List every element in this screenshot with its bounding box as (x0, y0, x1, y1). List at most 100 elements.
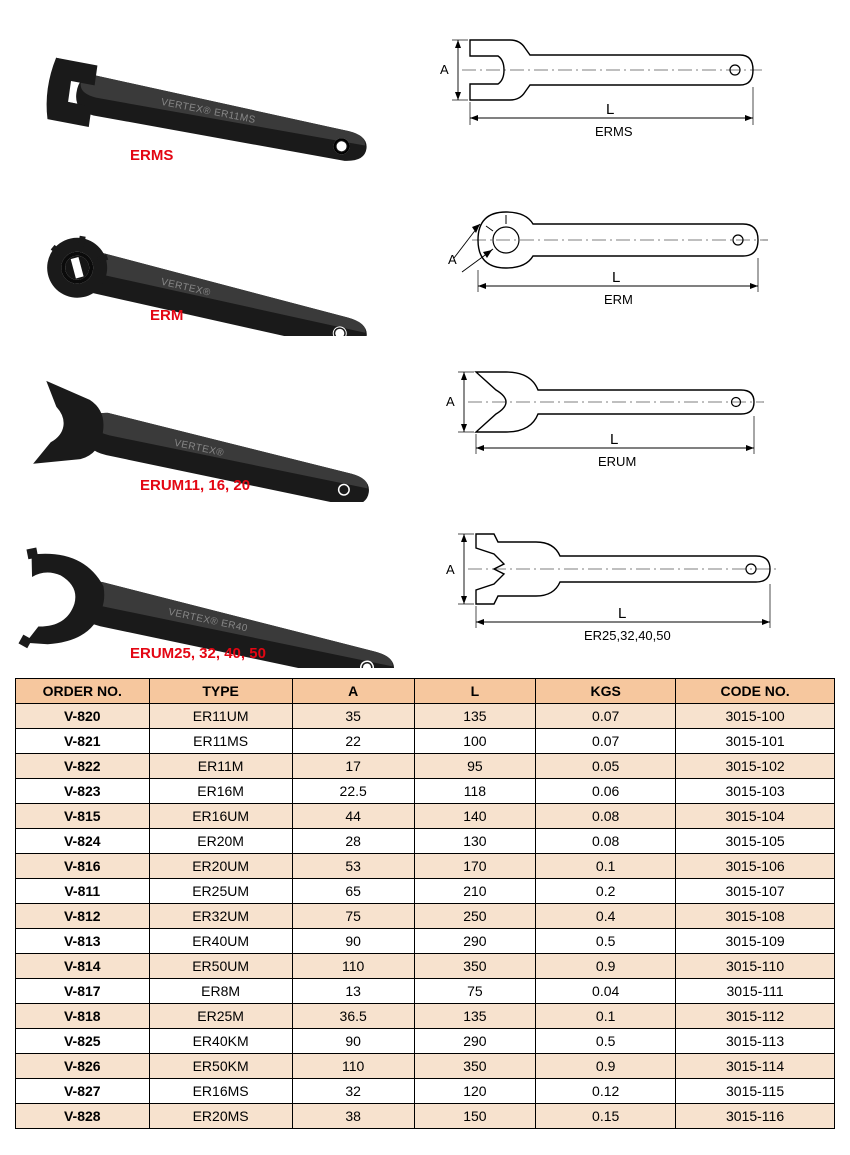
table-cell: V-816 (16, 854, 150, 879)
table-cell: ER32UM (149, 904, 292, 929)
table-row: V-824ER20M281300.083015-105 (16, 829, 835, 854)
table-row: V-816ER20UM531700.13015-106 (16, 854, 835, 879)
table-cell: V-818 (16, 1004, 150, 1029)
table-header-cell: A (292, 679, 414, 704)
table-cell: ER20MS (149, 1104, 292, 1129)
table-cell: 350 (414, 954, 536, 979)
product-row-erm: VERTEX® ERM (0, 176, 850, 336)
table-cell: 0.05 (536, 754, 676, 779)
table-cell: 0.5 (536, 1029, 676, 1054)
table-cell: 17 (292, 754, 414, 779)
table-row: V-827ER16MS321200.123015-115 (16, 1079, 835, 1104)
dim-label-l: L (606, 101, 614, 118)
product-photo-erm: VERTEX® ERM (0, 176, 430, 336)
page: VERTEX® ER11MS ERMS (0, 0, 850, 1149)
table-cell: 0.4 (536, 904, 676, 929)
table-row: V-821ER11MS221000.073015-101 (16, 729, 835, 754)
table-cell: 0.07 (536, 729, 676, 754)
table-cell: 110 (292, 954, 414, 979)
table-cell: 135 (414, 1004, 536, 1029)
table-cell: 135 (414, 704, 536, 729)
product-diagram-erum-large: A L ER25,32,40,50 (430, 508, 830, 668)
table-cell: 3015-110 (676, 954, 835, 979)
table-header-cell: KGS (536, 679, 676, 704)
table-cell: V-822 (16, 754, 150, 779)
table-cell: 53 (292, 854, 414, 879)
table-cell: 75 (292, 904, 414, 929)
product-caption: ERMS (130, 147, 173, 164)
table-cell: 75 (414, 979, 536, 1004)
table-cell: ER20UM (149, 854, 292, 879)
table-cell: 0.5 (536, 929, 676, 954)
table-cell: 3015-101 (676, 729, 835, 754)
product-caption: ERUM11, 16, 20 (140, 477, 250, 494)
product-caption: ERM (150, 307, 183, 324)
table-cell: 290 (414, 1029, 536, 1054)
table-cell: 3015-102 (676, 754, 835, 779)
table-row: V-814ER50UM1103500.93015-110 (16, 954, 835, 979)
table-cell: 44 (292, 804, 414, 829)
table-cell: 3015-100 (676, 704, 835, 729)
table-row: V-825ER40KM902900.53015-113 (16, 1029, 835, 1054)
spec-table-head: ORDER NO.TYPEALKGSCODE NO. (16, 679, 835, 704)
table-cell: 13 (292, 979, 414, 1004)
dim-label-l: L (618, 605, 626, 622)
table-header-cell: ORDER NO. (16, 679, 150, 704)
product-diagram-erm: A L ERM (430, 176, 830, 336)
table-cell: 90 (292, 1029, 414, 1054)
wrench-photo-erms: VERTEX® ER11MS (0, 10, 430, 170)
table-cell: 3015-106 (676, 854, 835, 879)
table-cell: 140 (414, 804, 536, 829)
product-diagram-erum-small: A L ERUM (430, 342, 830, 502)
table-row: V-812ER32UM752500.43015-108 (16, 904, 835, 929)
table-cell: 118 (414, 779, 536, 804)
diagram-caption: ERM (604, 292, 633, 307)
table-cell: V-824 (16, 829, 150, 854)
table-cell: 120 (414, 1079, 536, 1104)
table-cell: 0.9 (536, 1054, 676, 1079)
table-row: V-811ER25UM652100.23015-107 (16, 879, 835, 904)
table-cell: ER11MS (149, 729, 292, 754)
table-cell: 210 (414, 879, 536, 904)
table-cell: 3015-116 (676, 1104, 835, 1129)
product-photo-erum-small: VERTEX® ERUM11, 16, 20 (0, 342, 430, 502)
table-cell: V-812 (16, 904, 150, 929)
table-cell: 0.1 (536, 1004, 676, 1029)
table-header-cell: CODE NO. (676, 679, 835, 704)
table-cell: 28 (292, 829, 414, 854)
diagram-svg-erum1: A L ERUM (430, 342, 830, 502)
table-cell: 0.08 (536, 804, 676, 829)
table-cell: ER40KM (149, 1029, 292, 1054)
table-cell: 3015-112 (676, 1004, 835, 1029)
diagram-svg-erm: A L ERM (430, 176, 830, 336)
diagram-svg-erms: A L ERMS (430, 10, 830, 170)
table-row: V-818ER25M36.51350.13015-112 (16, 1004, 835, 1029)
diagram-caption: ERUM (598, 454, 636, 469)
table-header-cell: TYPE (149, 679, 292, 704)
wrench-photo-erm: VERTEX® (0, 176, 430, 336)
dim-label-l: L (612, 269, 620, 286)
table-cell: 65 (292, 879, 414, 904)
table-cell: 0.04 (536, 979, 676, 1004)
table-cell: 3015-104 (676, 804, 835, 829)
table-cell: V-820 (16, 704, 150, 729)
table-cell: 90 (292, 929, 414, 954)
table-cell: V-813 (16, 929, 150, 954)
dim-label-a: A (446, 394, 455, 409)
table-cell: 130 (414, 829, 536, 854)
product-diagram-erms: A L ERMS (430, 10, 830, 170)
table-cell: ER20M (149, 829, 292, 854)
table-cell: 170 (414, 854, 536, 879)
table-cell: V-814 (16, 954, 150, 979)
table-cell: ER25UM (149, 879, 292, 904)
table-cell: 0.07 (536, 704, 676, 729)
table-cell: 3015-115 (676, 1079, 835, 1104)
product-row-erum-large: VERTEX® ER40 ERUM25, 32, 40, 50 (0, 508, 850, 668)
table-cell: V-821 (16, 729, 150, 754)
table-row: V-828ER20MS381500.153015-116 (16, 1104, 835, 1129)
table-cell: 3015-108 (676, 904, 835, 929)
table-cell: 3015-111 (676, 979, 835, 1004)
table-row: V-823ER16M22.51180.063015-103 (16, 779, 835, 804)
table-cell: 0.06 (536, 779, 676, 804)
table-cell: ER11M (149, 754, 292, 779)
